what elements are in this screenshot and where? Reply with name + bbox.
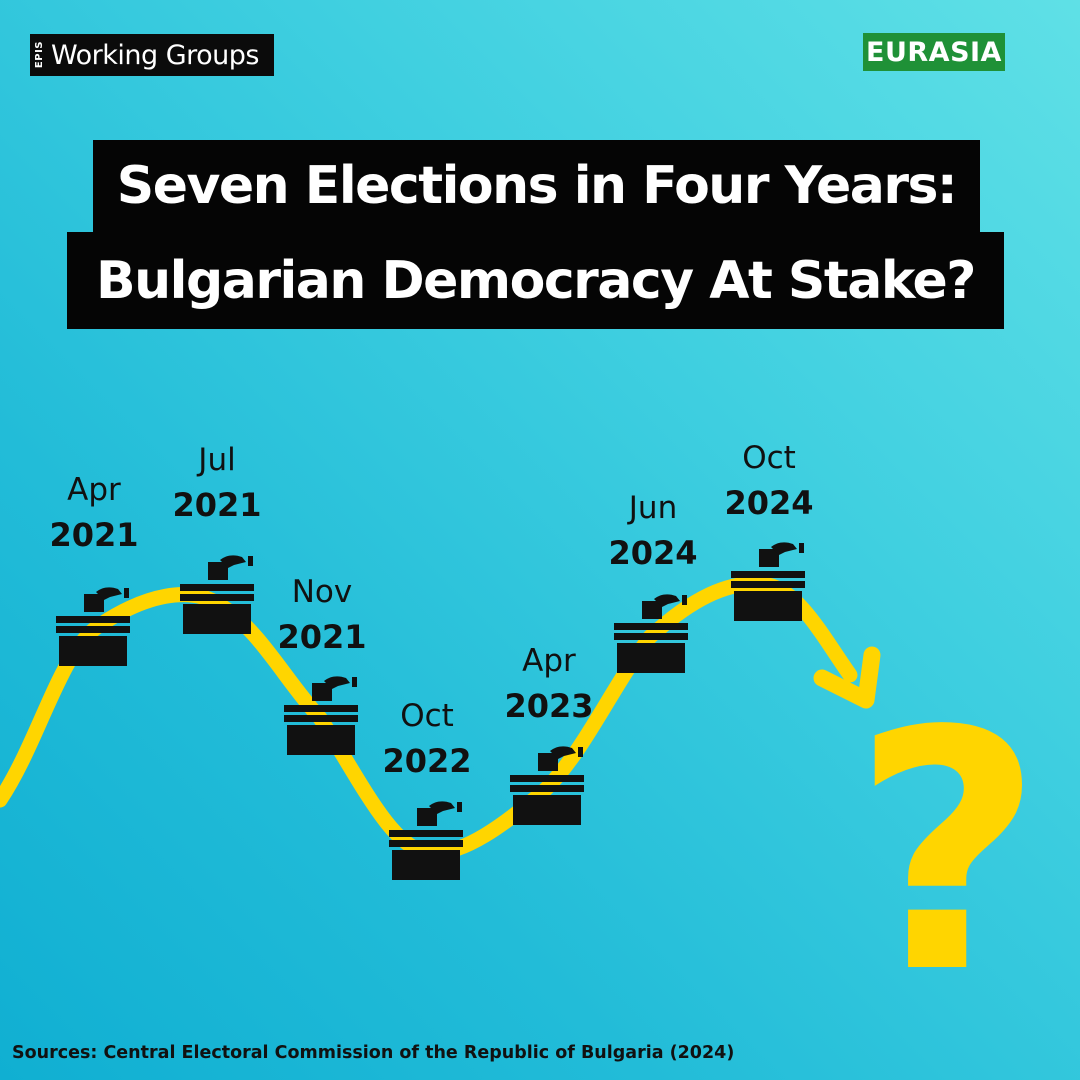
- election-year: 2021: [277, 617, 367, 656]
- election-year: 2024: [608, 533, 698, 572]
- title-line-2: Bulgarian Democracy At Stake?: [67, 232, 1004, 329]
- ballot-box-icon: [614, 594, 688, 673]
- election-year: 2021: [49, 515, 139, 554]
- ballot-box-icon: [284, 676, 358, 755]
- election-label: Jun 2024: [583, 492, 723, 570]
- ballot-box-icon: [389, 801, 463, 880]
- election-label: Apr 2021: [24, 474, 164, 552]
- election-year: 2021: [172, 485, 262, 524]
- ballot-box-icon: [510, 746, 584, 825]
- election-month: Jun: [628, 490, 678, 526]
- ballot-box-icon: [56, 587, 130, 666]
- brand-logo: EPIS Working Groups: [30, 34, 274, 76]
- ballot-box-icon: [180, 555, 254, 634]
- election-label: Oct 2022: [357, 700, 497, 778]
- brand-name: Working Groups: [51, 39, 259, 71]
- title-line-1: Seven Elections in Four Years:: [93, 140, 980, 232]
- election-year: 2024: [724, 483, 814, 522]
- election-year: 2023: [504, 686, 594, 725]
- region-badge: EURASIA: [863, 33, 1005, 71]
- election-month: Jul: [198, 442, 236, 478]
- election-month: Apr: [522, 643, 576, 679]
- election-month: Nov: [291, 574, 353, 610]
- source-citation: Sources: Central Electoral Commission of…: [12, 1043, 735, 1063]
- election-label: Apr 2023: [479, 645, 619, 723]
- election-label: Jul 2021: [147, 444, 287, 522]
- arrow-icon: [813, 646, 881, 709]
- election-month: Apr: [67, 472, 121, 508]
- election-label: Nov 2021: [252, 576, 392, 654]
- question-mark: ?: [852, 661, 1044, 1045]
- ballot-box-icon: [731, 542, 805, 621]
- election-month: Oct: [742, 440, 796, 476]
- election-month: Oct: [400, 698, 454, 734]
- election-label: Oct 2024: [699, 442, 839, 520]
- election-year: 2022: [382, 741, 472, 780]
